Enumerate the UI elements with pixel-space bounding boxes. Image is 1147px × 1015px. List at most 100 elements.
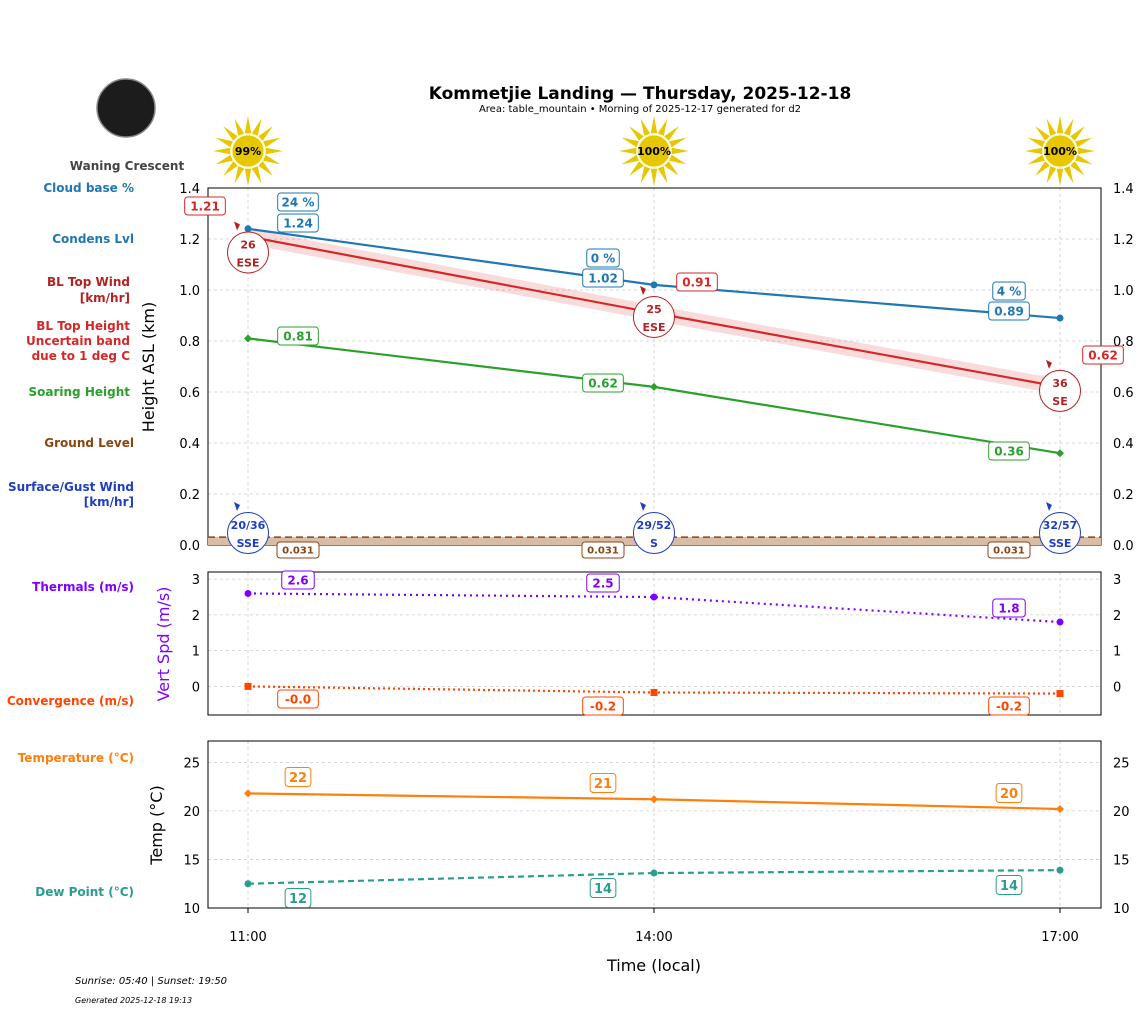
sun-disc: [231, 134, 265, 168]
sun-info: Sunrise: 05:40 | Sunset: 19:50: [75, 976, 227, 987]
convergence-point: [650, 688, 658, 696]
bl-wind-circle: [633, 295, 675, 338]
convergence-label-box: [582, 696, 624, 716]
dew-point-point: [244, 880, 252, 888]
moon-phase-label: Waning Crescent: [70, 159, 185, 173]
condens-label: 1.02: [588, 271, 618, 285]
x-tick-label: 17:00: [1041, 930, 1078, 945]
condens-level-point: [650, 281, 658, 289]
label-thermals: Thermals (m/s): [32, 580, 134, 594]
sun-icon: [1025, 116, 1095, 186]
temperature-point: [650, 795, 658, 804]
vert-panel-ytick-left: 1: [192, 645, 200, 660]
condens-label: 1.24: [283, 216, 313, 230]
cloud-base-label: 0 %: [591, 251, 616, 265]
label-convergence: Convergence (m/s): [7, 694, 134, 708]
y-axis-label-vert: Vert Spd (m/s): [154, 587, 173, 702]
temperature-point: [1056, 804, 1064, 813]
convergence-label-box: [277, 689, 319, 709]
condens-level-point: [1056, 314, 1064, 322]
vert-panel-ytick-right: 0: [1113, 680, 1121, 695]
x-axis-label: Time (local): [606, 956, 701, 975]
surface-wind-circle: [633, 512, 675, 554]
label-bl-band: Uncertain band: [26, 334, 130, 348]
thermals-label: 2.5: [592, 576, 613, 590]
vert-panel-frame: [207, 571, 1102, 716]
thermals-label-box: [586, 573, 620, 593]
sun-icon: [213, 116, 283, 186]
bl-wind-speed: 25: [646, 303, 661, 316]
temp-panel-ytick-left: 10: [183, 902, 200, 917]
bl-wind-speed: 36: [1052, 377, 1068, 390]
generated-info: Generated 2025-12-18 19:13: [75, 996, 192, 1005]
y-axis-label-height: Height ASL (km): [139, 302, 158, 432]
height-panel-ytick-left: 0.8: [179, 335, 200, 350]
bl-wind-arrow-icon: [640, 285, 646, 295]
cloud-base-label-box: [992, 281, 1026, 301]
soaring-label: 0.36: [994, 444, 1024, 458]
y-axis-label-temp: Temp (°C): [147, 785, 166, 865]
height-panel-ytick-left: 0.6: [179, 386, 200, 401]
sun-disc: [637, 134, 671, 168]
height-panel-ytick-left: 1.4: [179, 182, 200, 197]
label-surface-wind-unit: [km/hr]: [84, 495, 134, 509]
convergence-point: [244, 682, 252, 690]
label-bl-wind-unit: [km/hr]: [80, 291, 130, 305]
height-panel-ytick-right: 1.4: [1113, 182, 1134, 197]
soaring-height-point: [244, 334, 252, 343]
thermals-label: 2.6: [287, 573, 308, 587]
condens-level-point: [244, 225, 252, 233]
temperature-label-box: [284, 767, 312, 787]
temp-panel-ytick-left: 20: [183, 805, 200, 820]
height-panel-ytick-right: 0.0: [1113, 539, 1134, 554]
temperature-label: 20: [1000, 787, 1018, 802]
bl-wind-circle: [1039, 369, 1081, 412]
sun-disc: [1043, 134, 1077, 168]
x-tick-label: 14:00: [635, 930, 672, 945]
dew-point-point: [650, 869, 658, 877]
surface-wind-arrow-icon: [1046, 502, 1052, 511]
soaring-label: 0.62: [588, 376, 618, 390]
dew-label-box: [995, 875, 1023, 895]
thermals-label: 1.8: [998, 601, 1019, 615]
temp-panel-ytick-right: 15: [1113, 853, 1130, 868]
vert-panel-ytick-left: 0: [192, 680, 200, 695]
temp-panel-frame: [207, 740, 1102, 909]
temperature-label-box: [995, 783, 1023, 803]
surface-wind-direction: S: [650, 537, 658, 550]
soaring-height-point: [650, 382, 658, 391]
surface-wind-speed: 32/57: [1043, 519, 1078, 532]
bl-height-label-box: [1082, 345, 1124, 365]
label-dew: Dew Point (°C): [35, 885, 134, 899]
soaring-label-box: [277, 326, 319, 346]
ground-label-box: [987, 541, 1031, 559]
height-panel-ytick-left: 0.4: [179, 437, 200, 452]
moon-icon: [96, 78, 156, 138]
bl-wind-speed: 26: [240, 238, 256, 251]
dew-label: 14: [594, 882, 612, 897]
bl-wind-direction: ESE: [643, 321, 666, 334]
chart-subtitle: Area: table_mountain • Morning of 2025-1…: [479, 104, 801, 115]
temp-panel-ytick-right: 25: [1113, 756, 1130, 771]
vert-panel-ytick-left: 2: [192, 609, 200, 624]
soaring-height-point: [1056, 449, 1064, 458]
vert-panel-ytick-right: 3: [1113, 573, 1121, 588]
dew-label: 12: [289, 892, 307, 907]
height-panel-ytick-right: 0.2: [1113, 488, 1134, 503]
surface-wind-arrow-icon: [234, 502, 240, 511]
sun-percent-label: 100%: [1043, 145, 1077, 158]
vert-panel-ytick-left: 3: [192, 573, 200, 588]
label-temperature: Temperature (°C): [18, 751, 134, 765]
temp-panel-ytick-left: 25: [183, 756, 200, 771]
bl-wind-circle: [227, 231, 269, 274]
height-panel-ytick-left: 1.0: [179, 284, 200, 299]
condens-label-box: [988, 301, 1030, 321]
chart-title: Kommetjie Landing — Thursday, 2025-12-18: [429, 84, 852, 104]
ground-label-box: [581, 541, 625, 559]
cloud-base-label-box: [586, 248, 620, 268]
bl-wind-direction: SE: [1052, 395, 1067, 408]
surface-wind-direction: SSE: [1049, 537, 1072, 550]
bl-height-label: 0.62: [1088, 348, 1118, 362]
vert-panel-ytick-right: 2: [1113, 609, 1121, 624]
